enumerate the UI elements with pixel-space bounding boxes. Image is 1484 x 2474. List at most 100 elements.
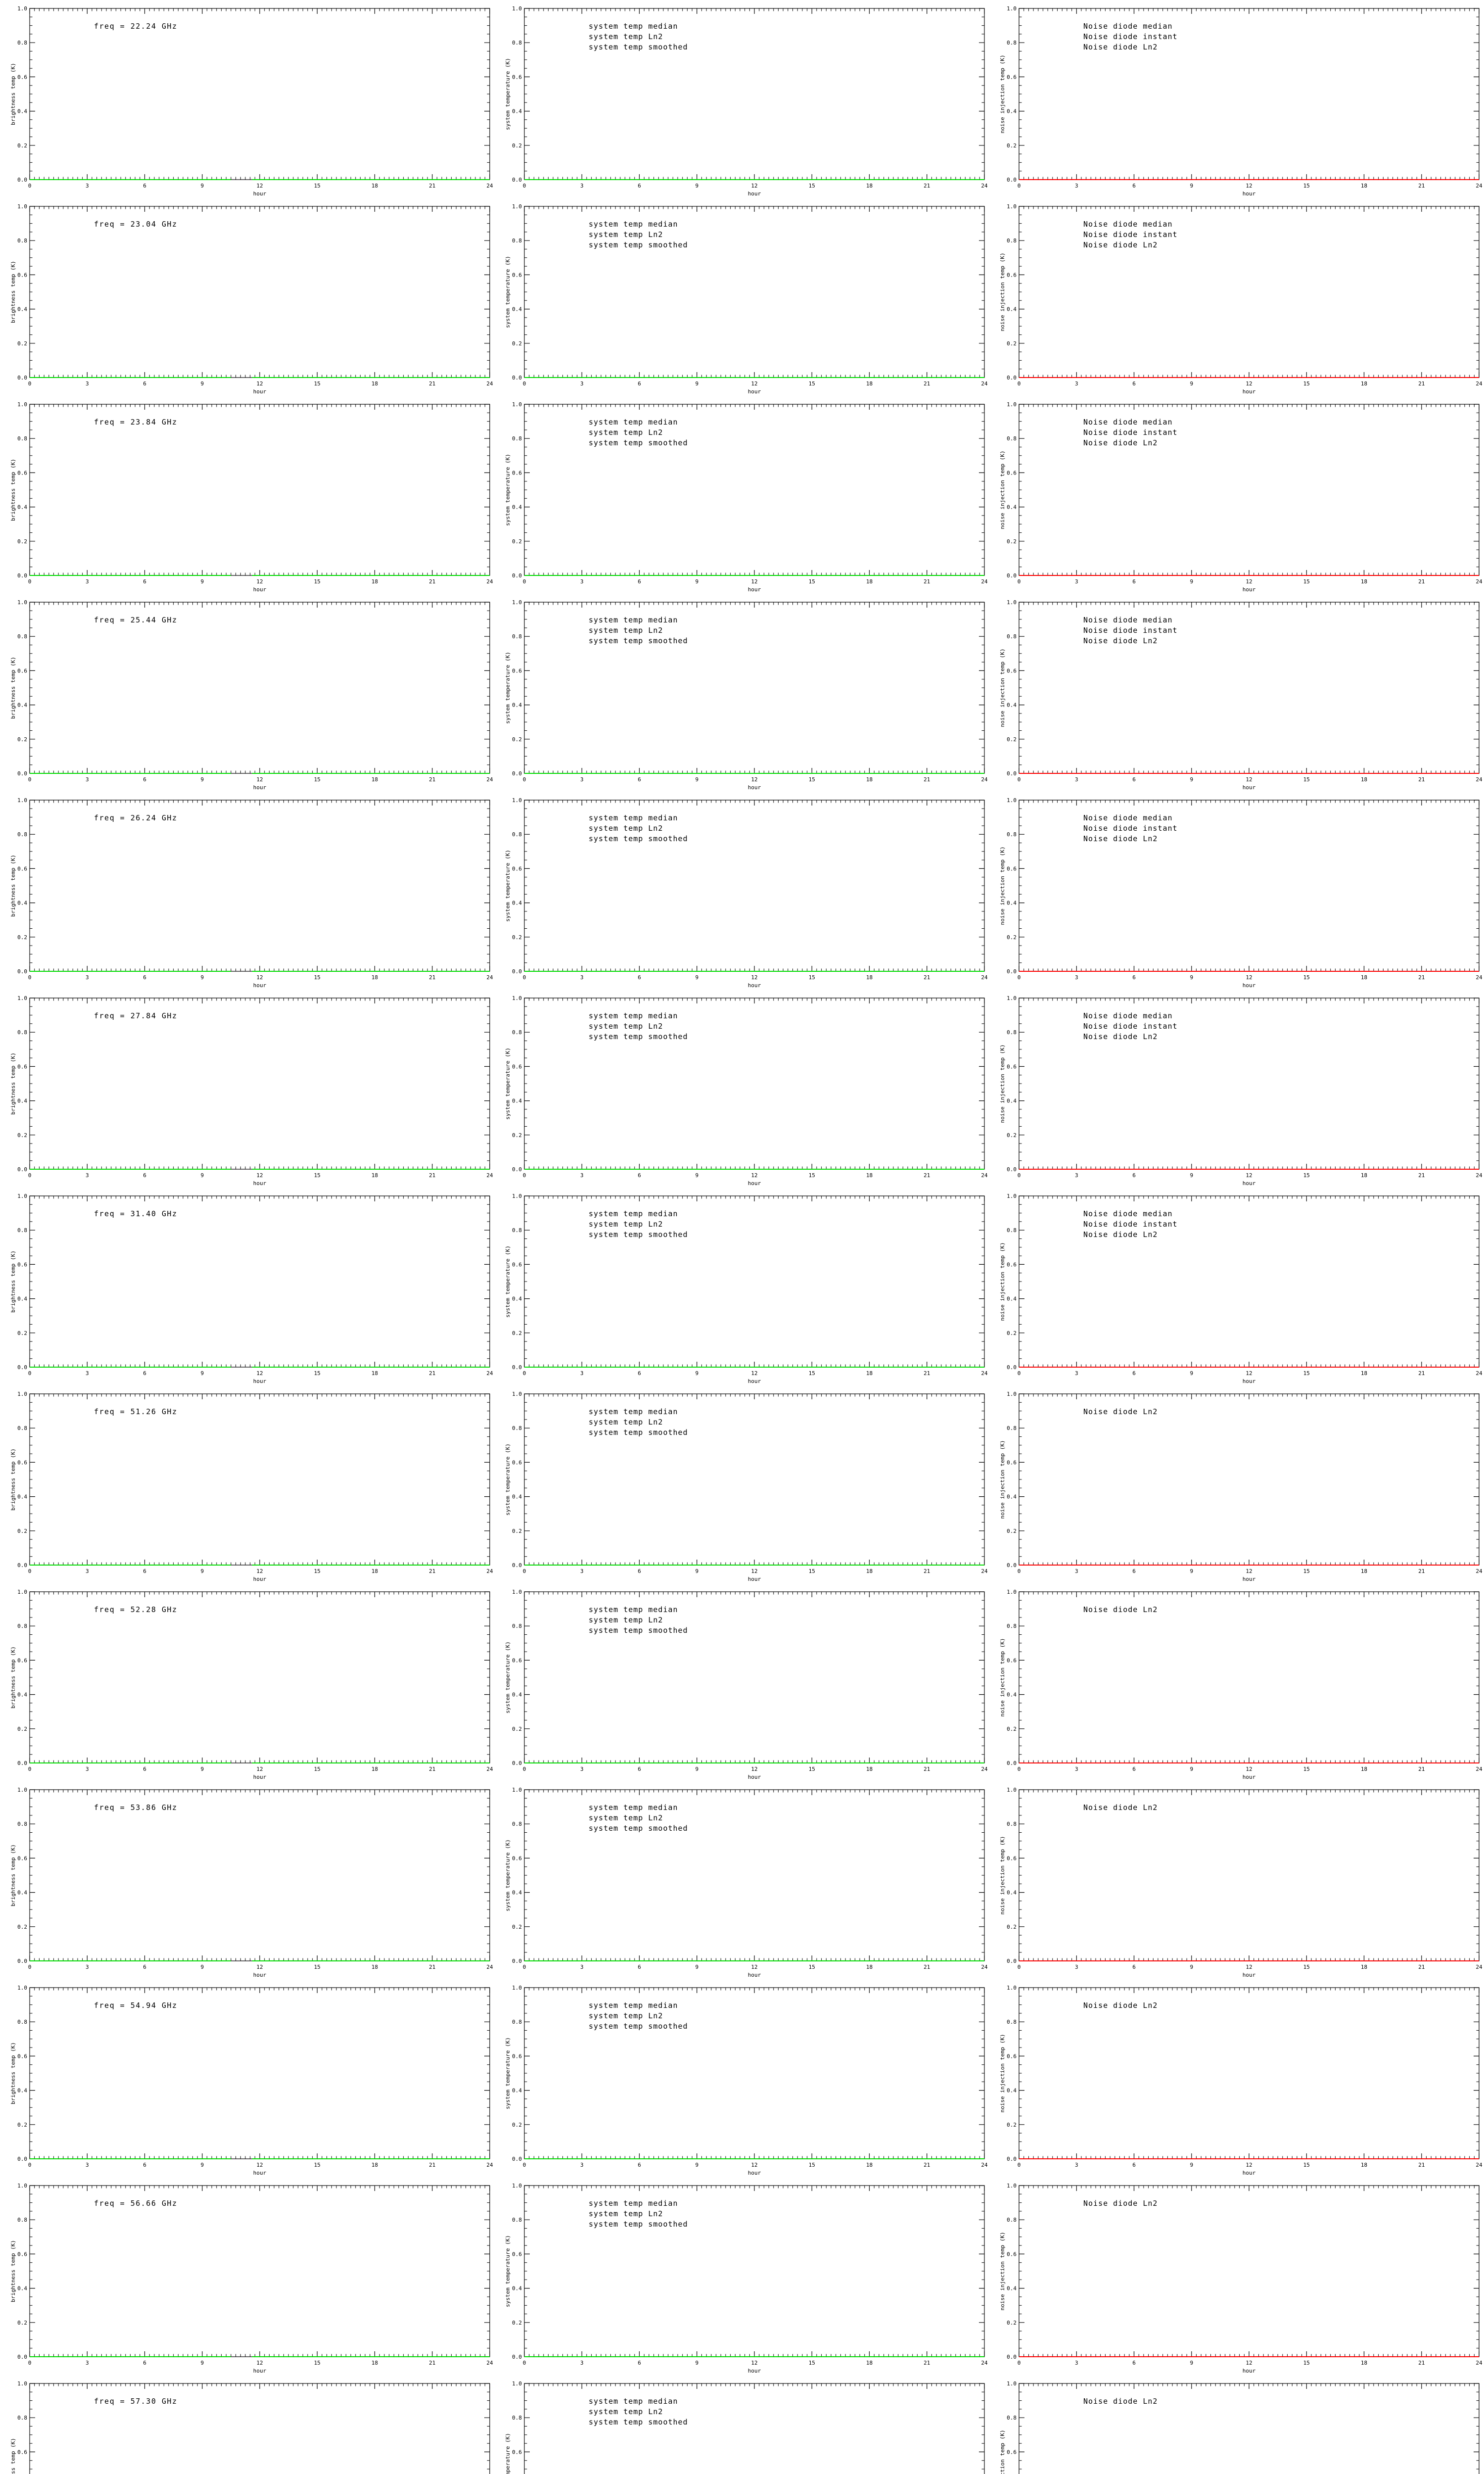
y-axis-label: noise injection temp (K)	[999, 55, 1006, 134]
x-tick-label: 15	[809, 1172, 815, 1179]
x-tick-label: 24	[981, 2360, 988, 2366]
axes: 0 3 6 9 12 15 18 21 24 hour 0.0 0.2 0.4 0.6 0.8 1.0 nois…	[999, 1193, 1483, 1384]
x-tick-label: 3	[1075, 2360, 1078, 2366]
legend: system temp median system temp Ln2system …	[589, 616, 688, 645]
y-axis-label: brightness temp (K)	[10, 261, 16, 323]
x-tick-label: 9	[695, 578, 698, 585]
y-tick-label: 0.8	[17, 1029, 27, 1036]
x-axis-label: hour	[253, 586, 267, 593]
y-tick-label: 0.0	[1007, 2354, 1017, 2360]
x-tick-label: 0	[1018, 1172, 1021, 1179]
y-axis-label: brightness temp (K)	[10, 1448, 16, 1511]
x-tick-label: 15	[1303, 776, 1310, 783]
x-tick-label: 9	[1190, 776, 1193, 783]
x-tick-label: 3	[580, 183, 584, 189]
x-tick-label: 12	[256, 1370, 263, 1377]
axes: 0 3 6 9 12 15 18 21 24 hour 0.0 0.2 0.4 0.6 0.8 1.0 brig…	[10, 1589, 493, 1780]
x-tick-label: 6	[638, 183, 641, 189]
x-tick-label: 6	[143, 1172, 146, 1179]
y-tick-label: 1.0	[1007, 1787, 1017, 1793]
y-tick-label: 1.0	[17, 2183, 27, 2189]
y-tick-label: 0.2	[512, 2320, 522, 2326]
panel-row1-left: 0 3 6 9 12 15 18 21 24 hour 0.0 0.2 0.4 0.6 0.8 1.0 brig…	[0, 0, 495, 198]
x-tick-label: 3	[1075, 974, 1078, 981]
panel-row9-left: 0 3 6 9 12 15 18 21 24 hour 0.0 0.2 0.4 0.6 0.8 1.0 brig…	[0, 1583, 495, 1781]
plot-row3-right: 0 3 6 9 12 15 18 21 24 hour 0.0 0.2 0.4 0.6 0.8 1.0 nois…	[999, 401, 1483, 593]
y-tick-label: 1.0	[1007, 599, 1017, 606]
x-tick-label: 15	[809, 1964, 815, 1970]
x-tick-label: 21	[1418, 2162, 1425, 2168]
x-tick-label: 15	[809, 974, 815, 981]
panel-row7-left: 0 3 6 9 12 15 18 21 24 hour 0.0 0.2 0.4 0.6 0.8 1.0 brig…	[0, 1188, 495, 1385]
y-tick-label: 0.2	[1007, 934, 1017, 941]
y-tick-label: 0.8	[512, 831, 522, 838]
y-tick-label: 0.0	[17, 1760, 27, 1766]
legend-entry: system temp smoothed	[589, 240, 688, 249]
x-tick-label: 18	[371, 1964, 378, 1970]
x-tick-label: 21	[924, 2162, 930, 2168]
y-tick-label: 0.2	[17, 1330, 27, 1336]
panel-row10-right: 0 3 6 9 12 15 18 21 24 hour 0.0 0.2 0.4 0.6 0.8 1.0 nois…	[989, 1781, 1484, 1979]
y-tick-label: 0.0	[512, 1760, 522, 1766]
panel-row13-left: 03691215182124hour0.00.20.40.60.81.0brig…	[0, 2375, 495, 2474]
y-tick-label: 0.4	[1007, 2088, 1017, 2094]
y-tick-label: 0.4	[1007, 306, 1017, 313]
x-axis-label: hour	[1243, 190, 1256, 197]
x-axis-label: hour	[1243, 2368, 1256, 2374]
x-tick-label: 3	[86, 2162, 89, 2168]
x-tick-label: 18	[371, 974, 378, 981]
y-tick-label: 0.4	[17, 2285, 27, 2292]
panel-title: freq = 31.40 GHz	[94, 1209, 178, 1218]
x-tick-label: 0	[28, 381, 32, 387]
plot-row4-mid: 0 3 6 9 12 15 18 21 24 hour 0.0 0.2 0.4 0.6 0.8 1.0 syst…	[505, 599, 988, 791]
y-tick-label: 0.6	[512, 865, 522, 872]
x-axis-label: hour	[1243, 1576, 1256, 1582]
legend-entry: system temp Ln2	[589, 1813, 663, 1822]
y-tick-label: 1.0	[512, 995, 522, 1001]
x-tick-label: 0	[523, 2162, 526, 2168]
panel-title: freq = 52.28 GHz	[94, 1605, 178, 1614]
plot-row1-right: 0 3 6 9 12 15 18 21 24 hour 0.0 0.2 0.4 0.6 0.8 1.0 nois…	[999, 5, 1483, 197]
legend-entry: Noise diode median	[1083, 1011, 1173, 1020]
panel-row3-mid: 0 3 6 9 12 15 18 21 24 hour 0.0 0.2 0.4 0.6 0.8 1.0 syst…	[495, 396, 989, 594]
x-tick-label: 18	[371, 1766, 378, 1772]
x-tick-label: 21	[924, 2360, 930, 2366]
x-tick-label: 24	[1476, 2360, 1483, 2366]
y-tick-label: 0.6	[1007, 667, 1017, 674]
y-tick-label: 0.0	[17, 1166, 27, 1173]
y-tick-label: 0.8	[512, 1227, 522, 1234]
y-axis-label: noise injection temp (K)	[999, 1836, 1006, 1915]
x-tick-label: 21	[924, 1370, 930, 1377]
x-tick-label: 3	[580, 1568, 584, 1574]
legend-entry: system temp Ln2	[589, 1616, 663, 1624]
y-tick-label: 0.6	[17, 2251, 27, 2257]
y-tick-label: 0.8	[1007, 238, 1017, 244]
y-tick-label: 0.8	[17, 831, 27, 838]
panel-row5-right: 0 3 6 9 12 15 18 21 24 hour 0.0 0.2 0.4 0.6 0.8 1.0 nois…	[989, 792, 1484, 990]
panel-row1-mid: 0 3 6 9 12 15 18 21 24 hour 0.0 0.2 0.4 0.6 0.8 1.0 syst…	[495, 0, 989, 198]
x-tick-label: 12	[751, 578, 757, 585]
y-tick-label: 0.6	[17, 470, 27, 476]
x-tick-label: 3	[1075, 1568, 1078, 1574]
x-tick-label: 15	[1303, 1172, 1310, 1179]
y-axis-label: brightness temp (K)	[10, 855, 16, 917]
x-tick-label: 24	[1476, 2162, 1483, 2168]
y-tick-label: 1.0	[17, 203, 27, 210]
x-tick-label: 24	[981, 776, 988, 783]
legend-entry: Noise diode Ln2	[1083, 2001, 1158, 2010]
plot-row3-left: 0 3 6 9 12 15 18 21 24 hour 0.0 0.2 0.4 0.6 0.8 1.0 brig…	[10, 401, 493, 593]
x-tick-label: 24	[486, 1568, 493, 1574]
plot-row11-mid: 0 3 6 9 12 15 18 21 24 hour 0.0 0.2 0.4 0.6 0.8 1.0 syst…	[505, 1985, 988, 2176]
plot-row11-right: 0 3 6 9 12 15 18 21 24 hour 0.0 0.2 0.4 0.6 0.8 1.0 nois…	[999, 1985, 1483, 2176]
x-tick-label: 0	[28, 183, 32, 189]
x-tick-label: 0	[1018, 776, 1021, 783]
panel-row13-mid: 03691215182124hour0.00.20.40.60.81.0syst…	[495, 2375, 989, 2474]
x-tick-label: 3	[580, 2162, 584, 2168]
legend-entry: system temp median	[589, 813, 678, 822]
x-axis-label: hour	[253, 2368, 267, 2374]
y-tick-label: 0.0	[512, 177, 522, 183]
x-axis-label: hour	[253, 784, 267, 791]
legend-entry: system temp Ln2	[589, 626, 663, 635]
